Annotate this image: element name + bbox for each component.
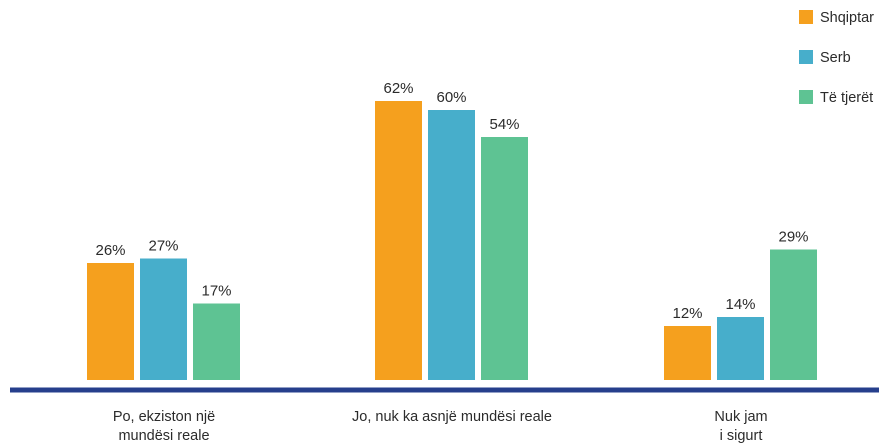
value-label: 14% — [725, 296, 755, 313]
bar-serb-0 — [140, 258, 187, 380]
legend-swatch — [799, 90, 813, 104]
value-labels-group: 26% 62% 12% 27% 60% 14% 17% 54% 29% — [95, 80, 808, 322]
bar-t-tjer-t-1 — [481, 137, 528, 380]
category-label: mundësi reale — [118, 428, 209, 444]
bar-t-tjer-t-0 — [193, 303, 240, 380]
value-label: 17% — [201, 283, 231, 300]
value-label: 27% — [148, 238, 178, 255]
category-label: Nuk jam — [714, 409, 767, 425]
bar-serb-1 — [428, 110, 475, 380]
bar-serb-2 — [717, 317, 764, 380]
value-label: 12% — [672, 305, 702, 322]
category-label: i sigurt — [720, 428, 763, 444]
legend-label: Të tjerët — [820, 90, 873, 106]
legend: Shqiptar Serb Të tjerët — [799, 10, 874, 106]
category-label: Jo, nuk ka asnjë mundësi reale — [352, 409, 552, 425]
bar-shqiptar-2 — [664, 326, 711, 380]
bars-group — [87, 101, 817, 380]
value-label: 62% — [383, 80, 413, 97]
legend-label: Serb — [820, 50, 851, 66]
bar-t-tjer-t-2 — [770, 249, 817, 380]
bar-shqiptar-1 — [375, 101, 422, 380]
legend-swatch — [799, 10, 813, 24]
legend-swatch — [799, 50, 813, 64]
value-label: 60% — [436, 89, 466, 106]
value-label: 29% — [778, 229, 808, 246]
category-labels-group: Po, ekziston një mundësi reale Jo, nuk ka … — [113, 409, 768, 444]
category-label: Po, ekziston një — [113, 409, 215, 425]
legend-label: Shqiptar — [820, 10, 874, 26]
bar-shqiptar-0 — [87, 263, 134, 380]
value-label: 26% — [95, 242, 125, 259]
value-label: 54% — [489, 116, 519, 133]
